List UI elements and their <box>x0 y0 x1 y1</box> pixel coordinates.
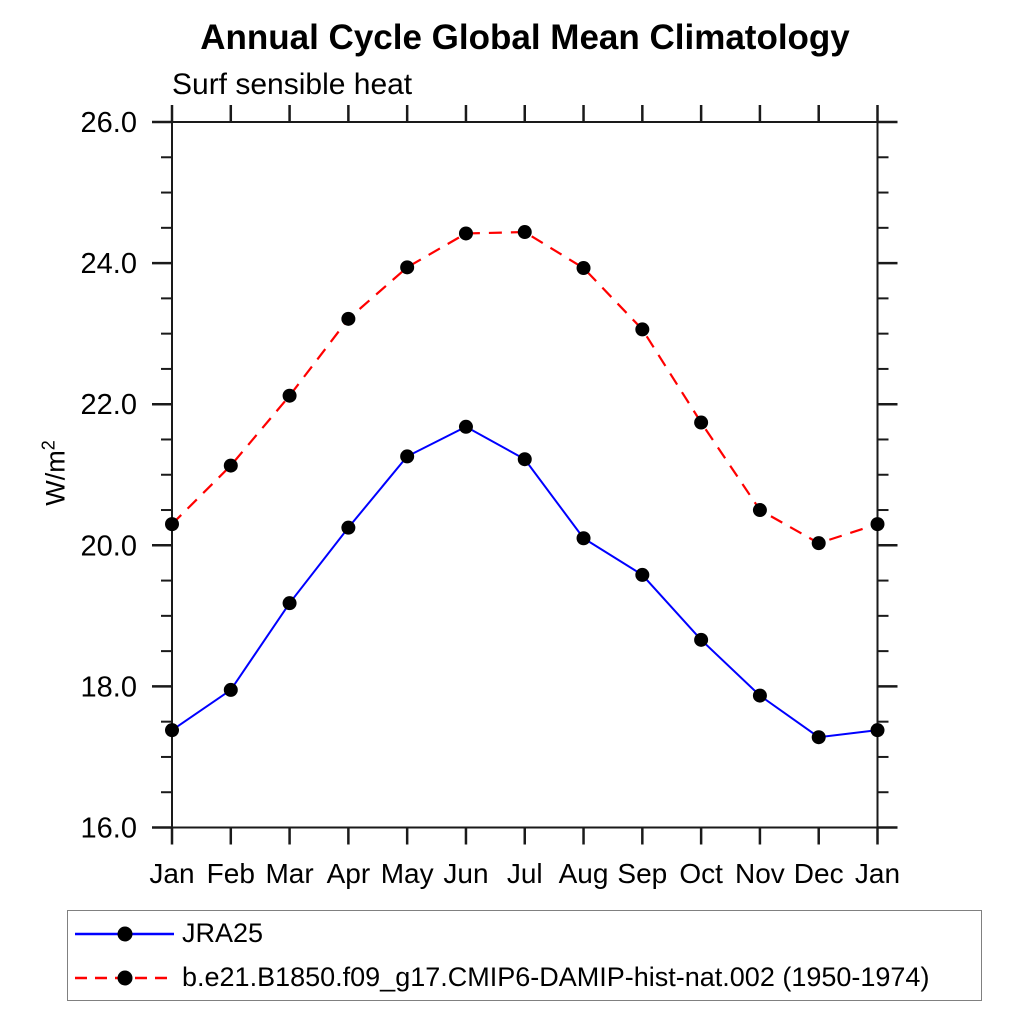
data-point-marker <box>223 458 238 473</box>
data-point-marker <box>635 567 650 582</box>
data-point-marker <box>752 688 767 703</box>
data-point-marker <box>694 632 709 647</box>
data-point-marker <box>811 730 826 745</box>
data-point-marker <box>165 517 179 532</box>
data-point-marker <box>400 449 415 464</box>
y-tick-label: 26.0 <box>81 107 137 139</box>
y-tick-label: 20.0 <box>81 530 137 562</box>
data-point-marker <box>341 311 356 326</box>
y-tick-label: 16.0 <box>81 813 137 845</box>
data-point-marker <box>635 322 650 337</box>
data-point-marker <box>870 517 885 532</box>
x-tick-label: Mar <box>265 858 313 889</box>
legend-item-model: b.e21.B1850.f09_g17.CMIP6-DAMIP-hist-nat… <box>68 956 981 1000</box>
data-point-marker <box>576 531 591 546</box>
chart-title: Annual Cycle Global Mean Climatology <box>200 18 850 57</box>
series-line-0 <box>171 425 878 739</box>
legend-label: JRA25 <box>182 918 264 948</box>
chart-subtitle: Surf sensible heat <box>172 68 413 101</box>
legend-marker-icon <box>117 970 133 985</box>
data-point-marker <box>400 260 415 275</box>
y-tick-label: 22.0 <box>81 389 137 421</box>
data-point-marker <box>223 682 238 697</box>
legend: JRA25 b.e21.B1850.f09_g17.CMIP6-DAMIP-hi… <box>67 910 982 1001</box>
x-tick-label: Aug <box>559 858 609 889</box>
x-tick-label: Jul <box>507 858 543 889</box>
legend-marker-icon <box>117 926 133 941</box>
data-point-marker <box>811 536 826 551</box>
x-tick-label: Jan <box>855 858 900 889</box>
data-point-marker <box>517 225 532 240</box>
x-tick-label: Jun <box>443 858 488 889</box>
data-point-marker <box>165 723 179 738</box>
legend-sample-line-dashed <box>75 970 174 985</box>
legend-sample-line-solid <box>75 926 174 941</box>
x-tick-label: Apr <box>327 858 371 889</box>
data-point-marker <box>282 596 297 611</box>
y-tick-label: 24.0 <box>81 248 137 280</box>
x-tick-label: May <box>381 858 434 889</box>
data-point-marker <box>517 452 532 467</box>
legend-label: b.e21.B1850.f09_g17.CMIP6-DAMIP-hist-nat… <box>182 962 930 992</box>
x-tick-label: Jan <box>149 858 194 889</box>
series-line-1 <box>171 230 878 545</box>
data-point-marker <box>576 261 591 276</box>
x-tick-label: Dec <box>794 858 844 889</box>
data-point-marker <box>341 520 356 535</box>
x-tick-label: Oct <box>679 858 723 889</box>
data-point-marker <box>870 723 885 738</box>
x-tick-label: Sep <box>617 858 667 889</box>
x-tick-label: Nov <box>735 858 785 889</box>
y-tick-label: 18.0 <box>81 671 137 703</box>
data-point-marker <box>282 388 297 403</box>
data-point-marker <box>458 419 473 434</box>
data-point-marker <box>458 226 473 241</box>
x-tick-label: Feb <box>207 858 255 889</box>
data-point-marker <box>694 415 709 430</box>
legend-item-jra25: JRA25 <box>68 912 981 956</box>
data-point-marker <box>752 503 767 518</box>
